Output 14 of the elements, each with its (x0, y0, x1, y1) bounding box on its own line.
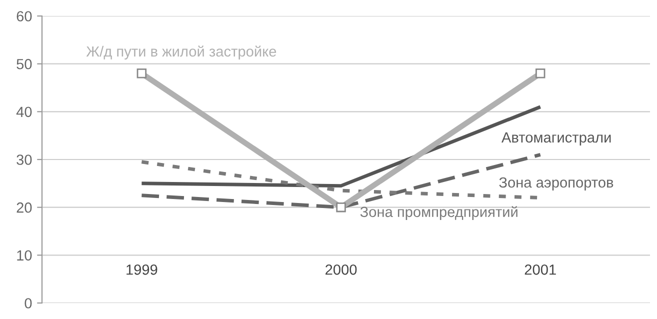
series-label: Зона аэропортов (499, 177, 614, 191)
y-tick-label: 50 (16, 58, 32, 70)
y-tick-label: 10 (17, 250, 32, 261)
x-tick-label: 2000 (326, 264, 357, 275)
x-tick-label: 1999 (126, 264, 158, 275)
y-tick-label: 20 (16, 202, 32, 213)
y-tick-label: 0 (24, 298, 32, 308)
series-label: Автомагистрали (502, 132, 611, 146)
x-tick-label: 2001 (524, 264, 556, 275)
y-tick-label: 30 (16, 154, 32, 165)
series-label: Зона промпредприятий (360, 206, 518, 220)
text: Ж/д пути в жилой застройке (86, 46, 276, 60)
y-tick-label: 60 (16, 11, 32, 22)
y-tick-label: 40 (16, 106, 32, 118)
